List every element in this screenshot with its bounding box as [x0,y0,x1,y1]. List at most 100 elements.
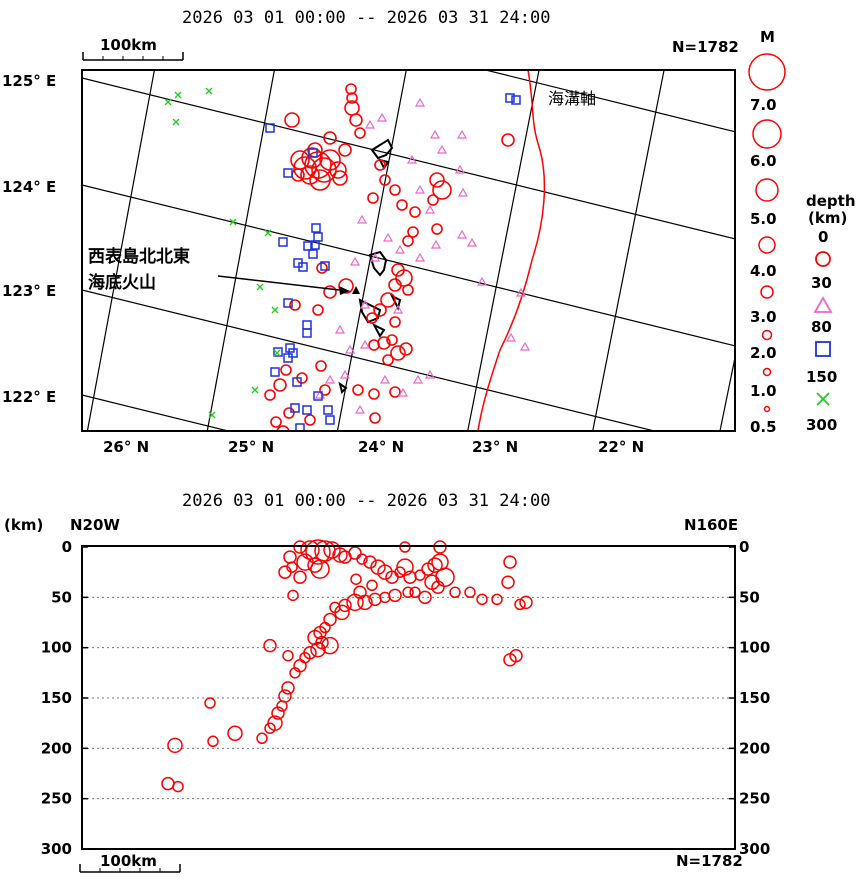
hypocenter-shallow [429,172,445,188]
legend-depth-label: 0 [818,228,828,246]
hypocenter-deep [310,240,320,250]
hypocenter-deep [302,328,312,338]
hypocenter-mid [392,304,404,314]
section-hypocenter [363,555,377,569]
section-frame [81,545,736,850]
legend-mag-circle [748,53,786,91]
hypocenter-shallow [354,127,366,139]
section-hypocenter [449,586,461,599]
section-hypocenter [424,574,440,590]
section-tick-label-right: 50 [739,588,760,606]
hypocenter-shallow [304,414,316,426]
legend-depth-cross [816,392,830,406]
hypocenter-very-deep [174,91,182,99]
section-hypocenter [313,625,327,640]
section-hypocenter [204,697,216,709]
section-hypocenter [282,649,294,662]
section-hypocenter [353,585,367,600]
hypocenter-shallow [368,339,380,351]
hypocenter-deep [302,320,312,330]
section-ylabel: (km) [4,516,43,534]
hypocenter-shallow [345,83,357,95]
hypocenter-mid [412,374,424,384]
hypocenter-mid [429,129,441,139]
hypocenter-shallow [284,112,300,128]
hypocenter-very-deep [264,229,272,237]
legend-mag-circle [752,119,782,149]
section-tick-label-left: 250 [41,790,72,808]
hypocenter-deep [278,237,288,247]
hypocenter-mid [430,239,442,249]
hypocenter-deep [283,168,293,178]
hypocenter-mid [376,112,388,122]
section-tick-label-left: 200 [41,739,72,757]
hypocenter-deep [323,405,333,415]
hypocenter-deep [292,377,302,387]
section-tick-label-right: 0 [739,538,749,556]
section-hypocenter [514,598,526,611]
legend-mag-label: 3.0 [750,308,777,326]
hypocenter-shallow [427,194,439,206]
section-hypocenter [321,636,339,655]
hypocenter-shallow [311,157,337,183]
section-hypocenter [503,652,517,667]
section-count-label: N=1782 [676,852,743,870]
hypocenter-shallow [389,184,401,196]
legend-magnitude-title: M [760,28,775,46]
hypocenter-mid [436,144,448,154]
section-tick-label-left: 150 [41,689,72,707]
section-hypocenter [307,629,323,646]
hypocenter-mid [456,229,468,239]
hypocenter-shallow [402,284,414,296]
section-hypocenter [278,565,292,579]
section-left-label: N20W [70,516,120,534]
hypocenter-shallow [367,192,379,204]
hypocenter-deep [265,123,275,133]
section-hypocenter [503,555,517,569]
hypocenter-mid [364,119,376,129]
section-scale-label: 100km [100,852,157,870]
hypocenter-mid [359,299,371,309]
hypocenter-shallow [432,180,452,200]
hypocenter-shallow [352,384,364,396]
section-hypocenter [305,539,331,565]
hypocenter-deep [283,353,293,363]
hypocenter-mid [466,237,478,247]
hypocenter-deep [293,258,303,268]
hypocenter-shallow [402,235,414,247]
legend-mag-circle [758,236,776,254]
map-scale-bar [82,52,184,61]
legend-mag-circle [760,285,774,299]
hypocenter-shallow [291,168,305,182]
hypocenter-deep [313,391,323,401]
section-hypocenter [296,553,314,571]
hypocenter-shallow [396,199,408,211]
section-tick-label-left: 0 [62,538,72,556]
hypocenter-mid [457,187,469,197]
section-tick-label-right: 100 [739,639,770,657]
hypocenter-shallow [338,143,352,157]
hypocenter-mid [476,276,488,286]
hypocenter-shallow [379,174,391,186]
hypocenter-shallow [315,360,327,372]
section-tick-label-right: 150 [739,689,770,707]
hypocenter-mid [519,341,531,351]
legend-depth-label: 30 [811,274,832,292]
legend-depth-label: 150 [806,368,837,386]
section-hypocenter [207,735,219,748]
hypocenter-very-deep [208,411,216,419]
hypocenter-mid [414,97,426,107]
legend-depth-title: depth [806,192,856,210]
legend-mag-label: 0.5 [750,418,777,436]
hypocenter-deep [325,415,335,425]
hypocenter-deep [308,148,318,158]
section-hypocenter [278,689,292,703]
section-hypocenter [167,737,183,754]
legend-mag-label: 5.0 [750,210,777,228]
legend-depth-label: 80 [811,318,832,336]
hypocenter-shallow [373,303,387,317]
map-frame [81,69,736,432]
hypocenter-shallow [316,262,328,274]
hypocenter-shallow [369,412,381,424]
volcano-label-line1: 西表島北北東 [88,246,190,267]
